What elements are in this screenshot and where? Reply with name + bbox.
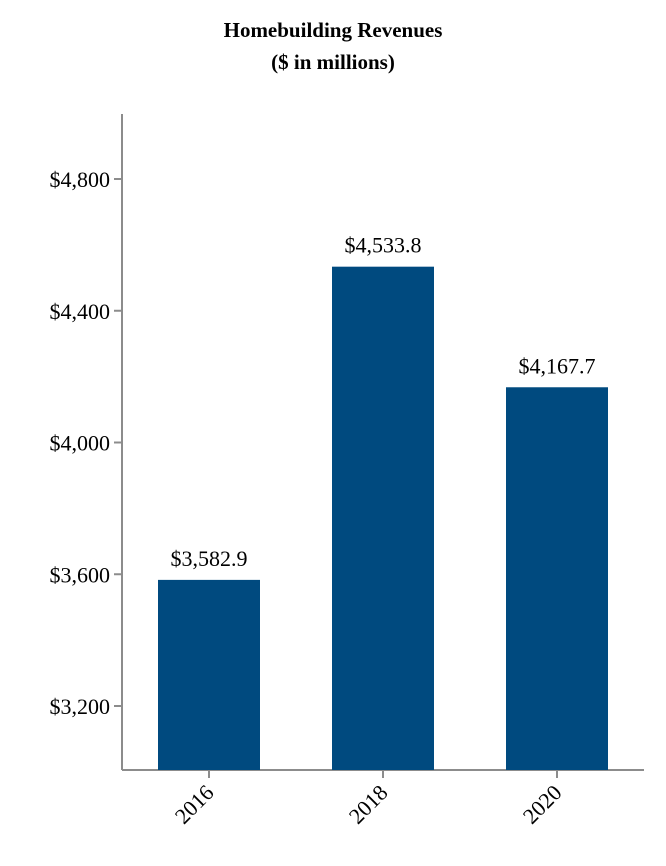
- x-tick-label: 2018: [344, 780, 393, 829]
- chart-subtitle: ($ in millions): [271, 50, 395, 74]
- y-tick-label: $3,200: [50, 694, 111, 719]
- x-tick-label: 2016: [170, 780, 219, 829]
- chart-title: Homebuilding Revenues: [223, 18, 443, 42]
- y-tick-label: $4,800: [50, 167, 111, 192]
- bar-value-label: $4,533.8: [345, 233, 422, 258]
- y-tick-label: $3,600: [50, 562, 111, 587]
- y-tick-label: $4,000: [50, 431, 111, 456]
- bar-value-label: $4,167.7: [519, 353, 596, 378]
- bar-value-label: $3,582.9: [171, 546, 248, 571]
- bar: [506, 387, 608, 770]
- x-tick-label: 2020: [518, 780, 567, 829]
- bar: [158, 579, 260, 770]
- y-tick-label: $4,400: [50, 299, 111, 324]
- bar: [332, 266, 434, 770]
